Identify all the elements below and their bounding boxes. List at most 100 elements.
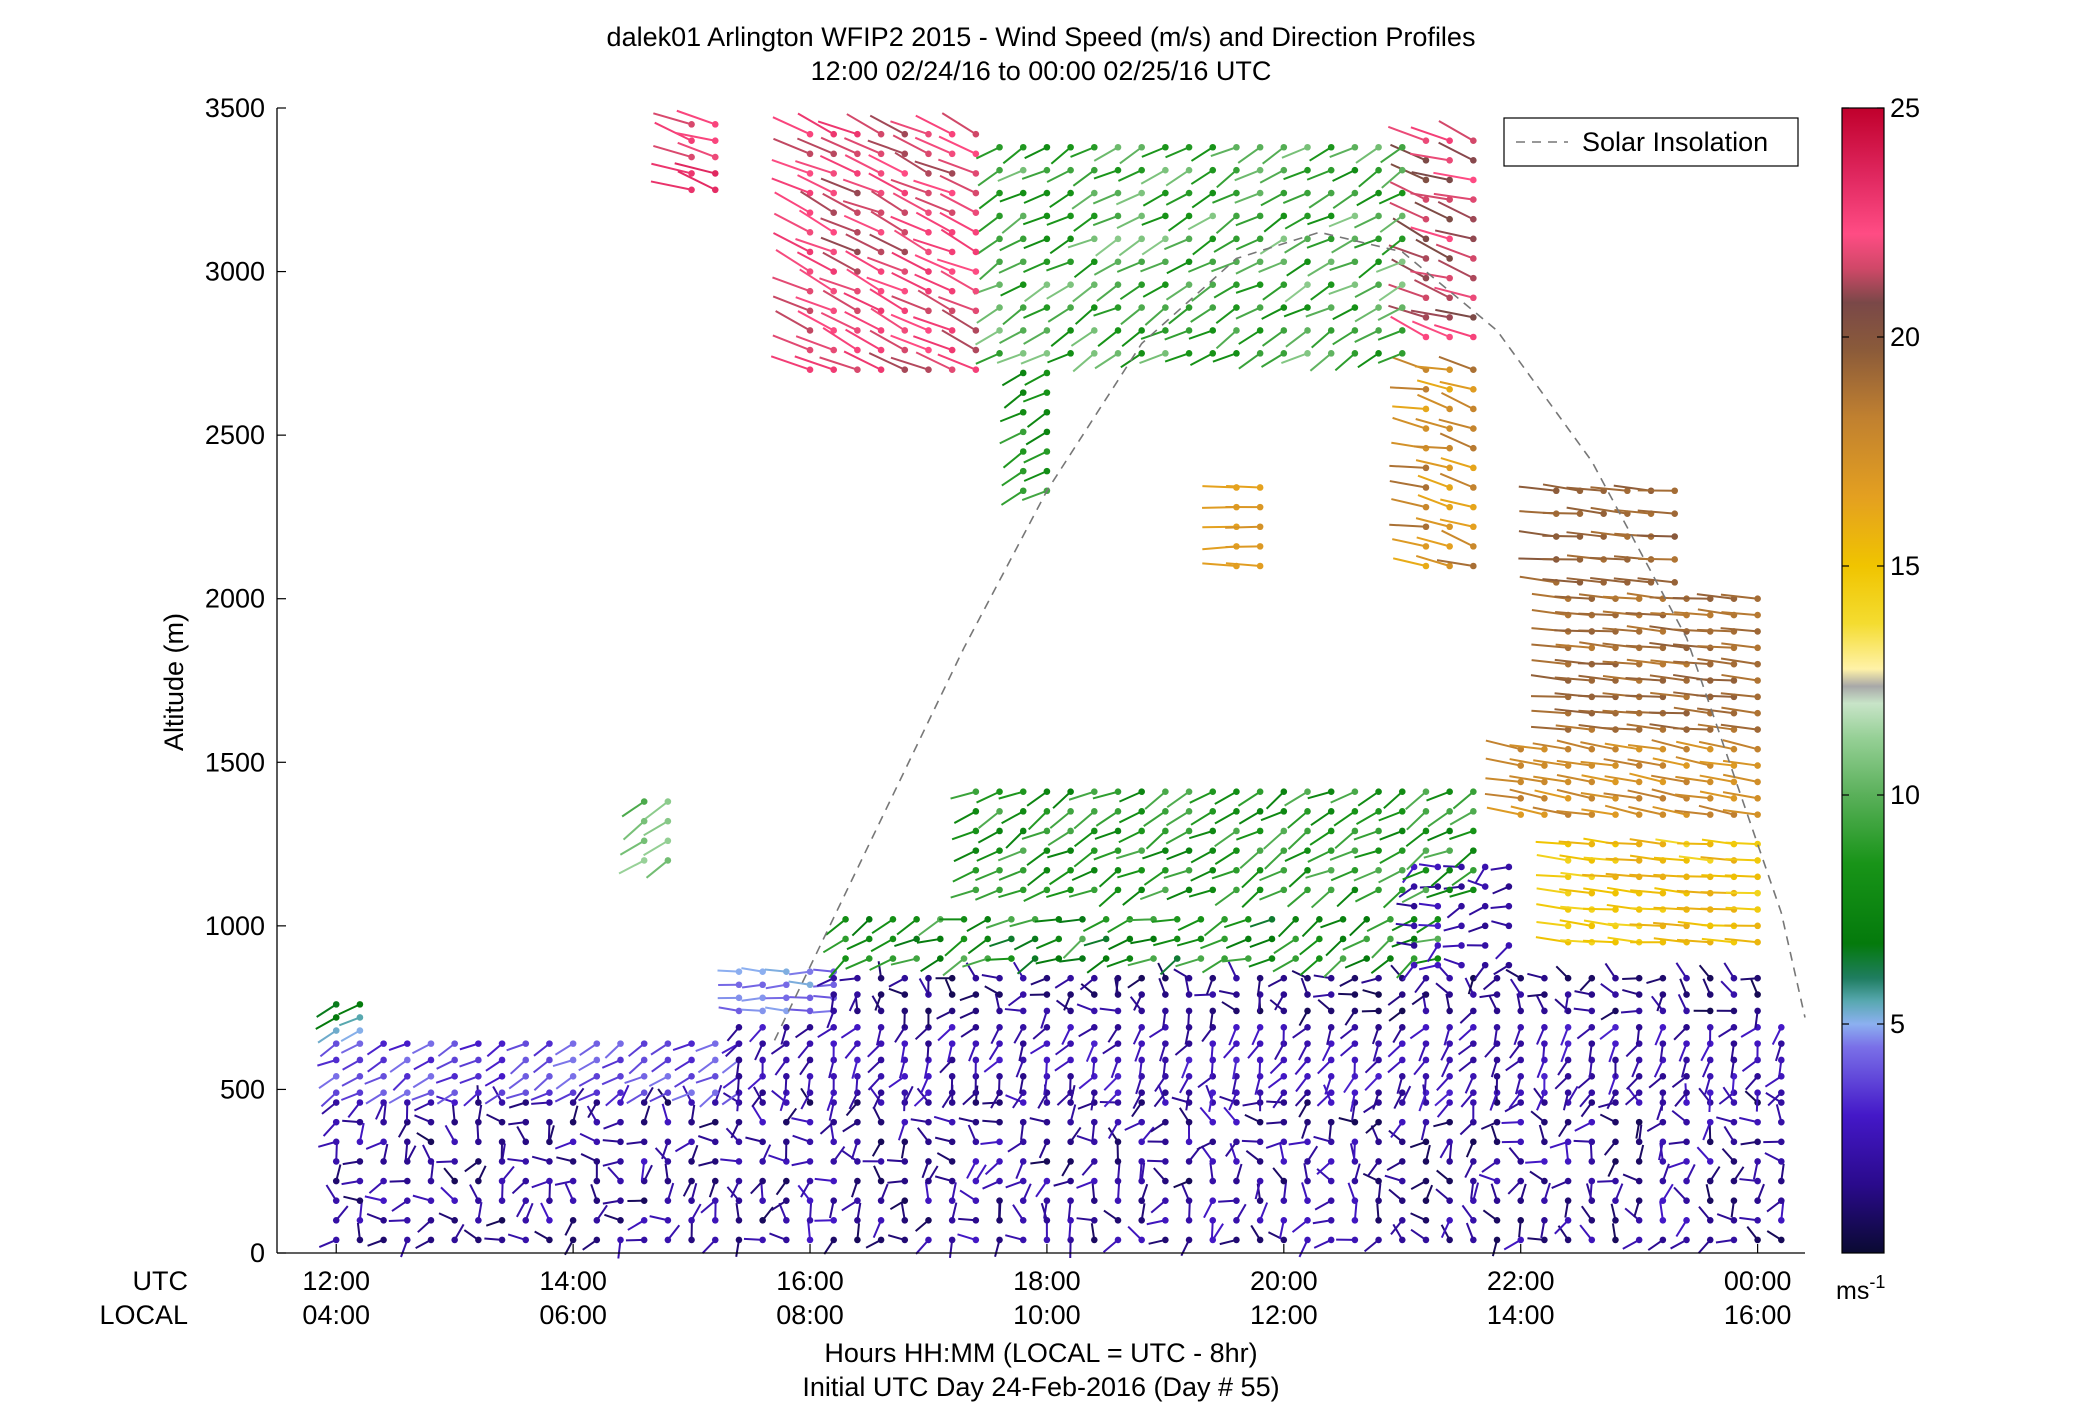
wind-barb-point (996, 1236, 1003, 1244)
wind-barb-point (830, 1023, 838, 1031)
wind-barb-point (937, 955, 944, 962)
wind-barb-stick (868, 352, 906, 371)
wind-barb-point (1659, 628, 1667, 635)
wind-barb-stick (845, 233, 882, 253)
wind-barb-point (1706, 660, 1714, 668)
wind-barb-point (1209, 991, 1217, 998)
wind-barb-stick (939, 193, 977, 214)
wind-barb-point (1659, 1158, 1667, 1165)
wind-barb-point (1754, 1177, 1761, 1185)
wind-barb-point (1019, 467, 1027, 475)
wind-barb-point (1446, 1023, 1453, 1031)
wind-barb-stick (1392, 217, 1427, 240)
wind-barb-point (1031, 955, 1039, 962)
wind-barb-point (901, 1118, 909, 1126)
wind-barb-point (1043, 788, 1051, 796)
wind-barb-stick (1299, 957, 1321, 976)
wind-barb-point (830, 346, 838, 354)
wind-barb-point (451, 1099, 458, 1106)
wind-barb-point (1043, 1099, 1051, 1106)
wind-barb-stick (1722, 791, 1758, 800)
wind-barb-point (451, 1158, 458, 1165)
wind-barb-point (1398, 281, 1406, 288)
wind-barb-point (688, 121, 695, 128)
wind-barb-point (498, 1073, 506, 1080)
wind-barb-point (640, 857, 648, 864)
wind-barb-point (1375, 808, 1382, 815)
wind-barb-point (972, 150, 980, 158)
wind-barb-point (996, 886, 1003, 894)
wind-barb-point (1327, 189, 1335, 197)
wind-barb-stick (941, 112, 977, 136)
wind-barb-point (1398, 258, 1406, 266)
wind-barb-point (1635, 811, 1643, 818)
wind-barb-point (925, 248, 932, 256)
wind-barb-point (901, 1073, 909, 1080)
wind-barb-point (1280, 1138, 1288, 1146)
wind-barb-stick (1284, 790, 1309, 807)
wind-barb-point (996, 1099, 1003, 1106)
wind-barb-stick (890, 313, 929, 332)
wind-barb-stick (1309, 146, 1332, 162)
wind-barb-point (1185, 886, 1193, 894)
wind-barb-stick (915, 114, 953, 136)
wind-barb-point (1588, 1236, 1596, 1244)
wind-barb-point (901, 268, 909, 275)
wind-barb-point (1635, 1023, 1643, 1031)
wind-barb-stick (1118, 810, 1143, 824)
wind-barb-stick (1510, 805, 1545, 816)
wind-barb-stick (1390, 315, 1427, 338)
wind-barb-point (972, 827, 980, 835)
wind-barb-point (1659, 1177, 1667, 1185)
wind-barb-point (1280, 827, 1288, 835)
wind-barb-point (380, 1073, 387, 1080)
wind-barb-point (1256, 886, 1264, 894)
wind-barb-point (1398, 212, 1406, 220)
wind-barb-point (1375, 166, 1382, 174)
wind-barb-stick (844, 154, 882, 175)
wind-barb-stick (1027, 810, 1048, 831)
wind-barb-stick (1430, 869, 1451, 887)
wind-barb-stick (1410, 126, 1450, 142)
wind-barb-stick (1307, 260, 1332, 277)
colorbar-tick-label: 5 (1890, 1009, 1905, 1039)
wind-barb-point (1422, 255, 1430, 262)
wind-barb-stick (1073, 810, 1095, 830)
wind-barb-stick (796, 137, 835, 155)
wind-barb-point (1351, 788, 1359, 796)
wind-barb-point (1635, 660, 1643, 668)
wind-barb-point (1280, 281, 1288, 288)
wind-barb-point (783, 1056, 790, 1064)
wind-barb-point (1541, 778, 1548, 786)
wind-barb-stick (1265, 791, 1285, 810)
wind-barb-point (1185, 327, 1193, 334)
wind-barb-point (380, 1056, 387, 1064)
colorbar-tick-label: 10 (1890, 780, 1920, 810)
wind-barb-stick (1331, 237, 1356, 254)
wind-barb-point (593, 1138, 601, 1146)
wind-barb-point (1031, 935, 1039, 943)
wind-barb-point (735, 1158, 743, 1165)
wind-barb-point (830, 1177, 838, 1185)
wind-barb-stick (1191, 283, 1214, 302)
wind-barb-stick (1696, 678, 1734, 682)
chart-subtitle: 12:00 02/24/16 to 00:00 02/25/16 UTC (811, 56, 1272, 86)
wind-barb-point (1067, 1158, 1074, 1165)
wind-barb-point (1138, 866, 1145, 874)
wind-barb-point (1043, 1040, 1051, 1047)
wind-barb-point (1730, 660, 1738, 668)
wind-barb-point (1564, 1056, 1572, 1064)
wind-barb-point (1019, 1118, 1027, 1126)
wind-barb-point (1564, 762, 1572, 769)
wind-barb-stick (1625, 676, 1663, 682)
wind-barb-point (948, 1073, 956, 1080)
wind-barb-point (1422, 333, 1430, 341)
wind-barb-stick (797, 112, 835, 136)
wind-barb-stick (1354, 283, 1380, 298)
wind-barb-point (1446, 1099, 1453, 1106)
wind-barb-stick (578, 1059, 598, 1072)
wind-barb-point (1304, 886, 1311, 894)
wind-barb-stick (1485, 739, 1521, 751)
wind-barb-point (593, 1089, 601, 1096)
wind-barb-stick (437, 1042, 456, 1057)
